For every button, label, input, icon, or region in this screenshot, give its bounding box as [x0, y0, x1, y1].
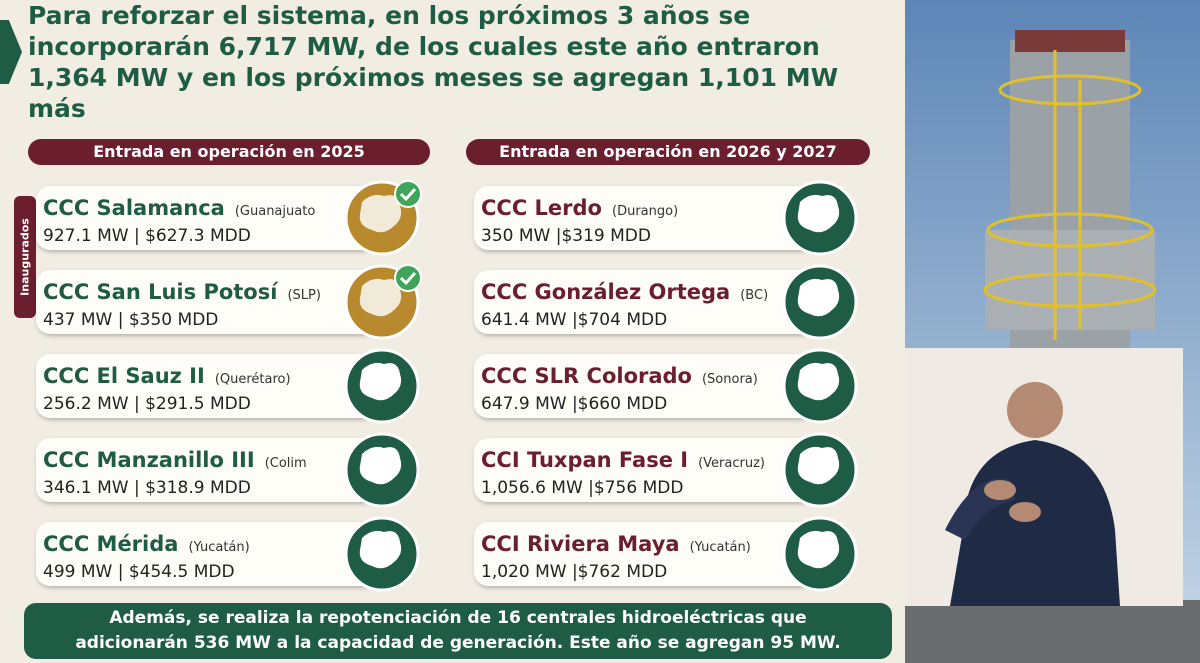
state-icon	[782, 180, 858, 256]
state-icon	[782, 348, 858, 424]
plant-state: (Yucatán)	[188, 540, 250, 555]
plant-details: 437 MW | $350 MDD	[43, 310, 219, 330]
plant-details: 647.9 MW |$660 MDD	[481, 394, 668, 414]
heading: Para reforzar el sistema, en los próximo…	[28, 0, 908, 124]
plant-details: 256.2 MW | $291.5 MDD	[43, 394, 251, 414]
plant-title: CCC Lerdo	[481, 196, 602, 220]
plant-details: 641.4 MW |$704 MDD	[481, 310, 668, 330]
plant-state: (Guanajuato	[234, 204, 316, 219]
plant-name: CCC Salamanca (Guanajuato	[43, 196, 315, 220]
plant-name: CCC Manzanillo III (Colim	[43, 448, 307, 472]
side-tab: Inaugurados	[14, 196, 36, 318]
plant-details: 1,020 MW |$762 MDD	[481, 562, 668, 582]
plant-state: (Durango)	[612, 204, 679, 219]
plant-card	[36, 186, 376, 250]
plant-state: (Veracruz)	[698, 456, 765, 471]
plant-details: 1,056.6 MW |$756 MDD	[481, 478, 684, 498]
footer-banner: Además, se realiza la repotenciación de …	[24, 603, 892, 659]
plant-details: 927.1 MW | $627.3 MDD	[43, 226, 251, 246]
plant-name: CCI Tuxpan Fase I (Veracruz)	[481, 448, 765, 472]
plant-state: (Colim	[264, 456, 307, 471]
heading-line: Para reforzar el sistema, en los próximo…	[28, 1, 751, 30]
state-icon	[782, 516, 858, 592]
photo-background	[905, 0, 1200, 663]
column-header: Entrada en operación en 2026 y 2027	[466, 139, 870, 165]
plant-card	[36, 438, 376, 502]
side-label: Inaugurados	[18, 218, 32, 296]
plant-title: CCI Tuxpan Fase I	[481, 448, 689, 472]
plant-card	[36, 354, 376, 418]
plant-title: CCC Mérida	[43, 532, 179, 556]
plant-state: (Querétaro)	[214, 372, 291, 387]
plant-state: (SLP)	[287, 288, 321, 303]
state-icon	[344, 516, 420, 592]
plant-details: 499 MW | $454.5 MDD	[43, 562, 235, 582]
state-icon	[344, 432, 420, 508]
plant-card	[474, 438, 814, 502]
heading-line: incorporarán 6,717 MW, de los cuales est…	[28, 32, 820, 61]
plant-title: CCC San Luis Potosí	[43, 280, 278, 304]
plant-card	[36, 270, 376, 334]
plant-details: 346.1 MW | $318.9 MDD	[43, 478, 251, 498]
plant-name: CCC El Sauz II (Querétaro)	[43, 364, 291, 388]
footer-line: adicionarán 536 MW a la capacidad de gen…	[75, 633, 841, 653]
plant-state: (Sonora)	[701, 372, 758, 387]
plant-state: (BC)	[740, 288, 769, 303]
plant-card	[474, 186, 814, 250]
plant-title: CCC Salamanca	[43, 196, 225, 220]
plant-name: CCI Riviera Maya (Yucatán)	[481, 532, 751, 556]
heading-line: 1,364 MW y en los próximos meses se agre…	[28, 63, 839, 92]
plant-title: CCI Riviera Maya	[481, 532, 680, 556]
state-icon	[782, 432, 858, 508]
state-icon	[344, 348, 420, 424]
plant-name: CCC González Ortega (BC)	[481, 280, 768, 304]
state-icon	[782, 264, 858, 340]
plant-card	[474, 270, 814, 334]
plant-name: CCC SLR Colorado (Sonora)	[481, 364, 758, 388]
plant-title: CCC SLR Colorado	[481, 364, 692, 388]
plant-name: CCC Mérida (Yucatán)	[43, 532, 250, 556]
plant-name: CCC San Luis Potosí (SLP)	[43, 280, 321, 304]
state-icon	[344, 264, 422, 340]
heading-line: más	[28, 94, 86, 123]
plant-details: 350 MW |$319 MDD	[481, 226, 651, 246]
state-icon	[344, 180, 422, 256]
plant-title: CCC Manzanillo III	[43, 448, 255, 472]
accent-arrow	[0, 20, 22, 84]
plant-title: CCC González Ortega	[481, 280, 731, 304]
plant-card	[474, 522, 814, 586]
footer-line: Además, se realiza la repotenciación de …	[109, 608, 807, 628]
column-header: Entrada en operación en 2025	[28, 139, 430, 165]
plant-card	[36, 522, 376, 586]
plant-state: (Yucatán)	[689, 540, 751, 555]
plant-card	[474, 354, 814, 418]
plant-title: CCC El Sauz II	[43, 364, 205, 388]
plant-name: CCC Lerdo (Durango)	[481, 196, 678, 220]
